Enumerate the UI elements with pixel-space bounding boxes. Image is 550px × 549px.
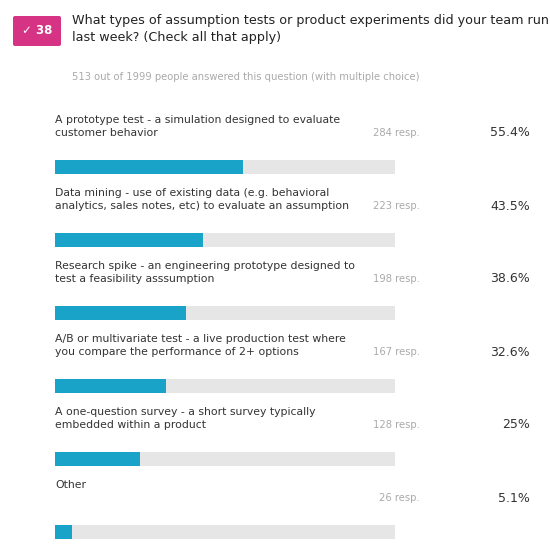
Bar — [55, 452, 395, 466]
Text: 32.6%: 32.6% — [491, 345, 530, 358]
Text: 38.6%: 38.6% — [490, 272, 530, 285]
Bar — [55, 452, 140, 466]
Text: 513 out of 1999 people answered this question (with multiple choice): 513 out of 1999 people answered this que… — [72, 72, 420, 82]
Bar — [55, 525, 73, 539]
Text: 26 resp.: 26 resp. — [379, 493, 420, 503]
Text: 25%: 25% — [502, 418, 530, 432]
Text: A one-question survey - a short survey typically
embedded within a product: A one-question survey - a short survey t… — [55, 407, 316, 430]
Text: Research spike - an engineering prototype designed to
test a feasibility asssump: Research spike - an engineering prototyp… — [55, 261, 355, 284]
Text: 223 resp.: 223 resp. — [373, 201, 420, 211]
Bar — [55, 160, 395, 174]
Text: A/B or multivariate test - a live production test where
you compare the performa: A/B or multivariate test - a live produc… — [55, 334, 346, 357]
Bar — [55, 525, 395, 539]
Text: A prototype test - a simulation designed to evaluate
customer behavior: A prototype test - a simulation designed… — [55, 115, 340, 138]
Text: What types of assumption tests or product experiments did your team run
last wee: What types of assumption tests or produc… — [72, 14, 549, 44]
Text: 5.1%: 5.1% — [498, 491, 530, 505]
Text: 55.4%: 55.4% — [490, 126, 530, 139]
Text: Data mining - use of existing data (e.g. behavioral
analytics, sales notes, etc): Data mining - use of existing data (e.g.… — [55, 188, 349, 211]
Text: 128 resp.: 128 resp. — [373, 420, 420, 430]
FancyBboxPatch shape — [13, 16, 61, 46]
Bar — [55, 306, 186, 320]
Bar — [55, 233, 395, 247]
Text: 198 resp.: 198 resp. — [373, 274, 420, 284]
Bar — [55, 379, 166, 393]
Text: 167 resp.: 167 resp. — [373, 347, 420, 357]
Bar — [55, 379, 395, 393]
Bar — [55, 160, 243, 174]
Text: Other: Other — [55, 480, 86, 490]
Text: 284 resp.: 284 resp. — [373, 128, 420, 138]
Text: 43.5%: 43.5% — [490, 199, 530, 212]
Bar — [55, 306, 395, 320]
Bar — [55, 233, 203, 247]
Text: ✓ 38: ✓ 38 — [22, 25, 52, 37]
